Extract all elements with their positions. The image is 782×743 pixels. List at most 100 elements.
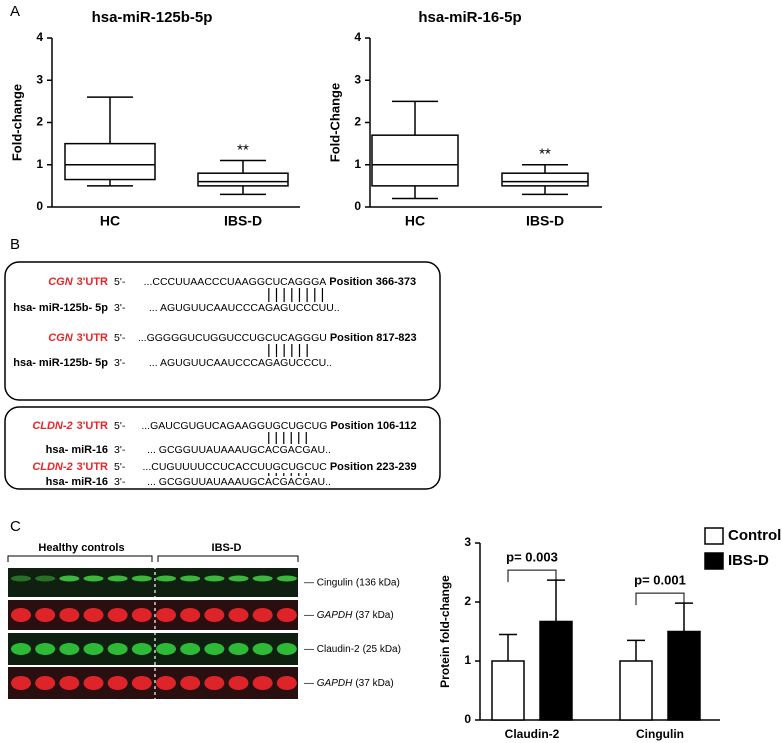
box <box>371 134 459 187</box>
prime-label: 5'- <box>114 461 126 473</box>
utr-label: 3'UTR <box>77 461 108 473</box>
dash: — <box>304 644 317 655</box>
box <box>501 172 589 187</box>
prime-label: 3'- <box>114 302 126 314</box>
target-label: CGN 3'UTR <box>48 276 108 288</box>
y-tick-label: 3 <box>354 72 361 86</box>
band-size: (37 kDa) <box>355 678 393 689</box>
y-tick-label: 0 <box>354 199 361 213</box>
protein-name: Claudin-2 <box>317 644 360 655</box>
y-tick-label: 3 <box>464 535 471 549</box>
blot-band <box>156 643 176 655</box>
band-size: (37 kDa) <box>355 610 393 621</box>
blot-band <box>276 643 297 655</box>
utr-label: 3'UTR <box>77 332 108 344</box>
blot-band <box>59 643 80 655</box>
target-site: CUCAGGGA <box>265 276 326 288</box>
panel-label: A <box>10 3 20 20</box>
blot-strip <box>8 600 298 630</box>
legend-label: Control <box>728 527 781 544</box>
mirna-sequence: ... GCGGUUAUAAAUGC <box>147 444 265 456</box>
band-size: (136 kDa) <box>356 577 400 588</box>
y-tick-label: 1 <box>36 157 43 171</box>
gene-name: CGN <box>48 332 74 344</box>
p-value: p= 0.003 <box>506 550 558 565</box>
target-site: UGCUGCUC <box>265 461 327 473</box>
x-tick-label: Cingulin <box>636 727 684 741</box>
blot-band <box>59 676 80 690</box>
blot-band <box>35 608 56 622</box>
prime-label: 3'- <box>114 476 126 488</box>
blot-band <box>11 608 31 622</box>
prime-label: 5'- <box>114 420 126 432</box>
blot-band <box>11 676 31 690</box>
blot-band <box>156 676 176 690</box>
blot-strip <box>8 633 298 665</box>
blot-band <box>35 575 56 582</box>
x-tick-label: IBS-D <box>224 213 262 229</box>
y-tick-label: 1 <box>464 653 471 667</box>
mirna-sequence: ... AGUGUUCAAUCCCA <box>149 302 265 314</box>
group-label: Healthy controls <box>38 542 124 554</box>
bar <box>667 630 701 721</box>
blot-band <box>131 676 152 690</box>
blot-band <box>11 643 31 655</box>
blot-band <box>228 575 249 582</box>
blot-band <box>228 643 249 655</box>
blot-band <box>156 575 176 582</box>
mirna-name: hsa- miR-125b- 5p <box>13 357 108 369</box>
target-sequence: ...CCCUUAACCCUAAGG <box>144 276 265 288</box>
protein-name: GAPDH <box>317 678 353 689</box>
blot-band <box>59 608 80 622</box>
x-tick-label: Claudin-2 <box>505 727 560 741</box>
position: Position 817-823 <box>330 332 417 344</box>
mirna-sequence: U.. <box>318 444 331 456</box>
target-sequence: ...CUGUUUUCCUCACCU <box>143 461 266 473</box>
band-label: — GAPDH (37 kDa) <box>304 610 394 621</box>
blot-band <box>83 575 104 582</box>
group-label: IBS-D <box>212 542 242 554</box>
x-tick-label: IBS-D <box>526 213 564 229</box>
p-value: p= 0.001 <box>634 573 686 588</box>
y-tick-label: 2 <box>354 115 361 129</box>
prime-label: 5'- <box>114 276 126 288</box>
y-tick-label: 2 <box>36 115 43 129</box>
blot-band <box>59 575 80 582</box>
blot-strip <box>8 568 298 597</box>
blot-band <box>35 676 56 690</box>
band-size: (25 kDa) <box>363 644 401 655</box>
blot-band <box>276 575 297 582</box>
legend-swatch <box>704 527 724 545</box>
dash: — <box>304 577 317 588</box>
gene-name: CLDN-2 <box>32 461 72 473</box>
legend-label: IBS-D <box>728 552 769 569</box>
dash: — <box>304 610 317 621</box>
y-tick-label: 4 <box>354 30 361 44</box>
blot-band <box>276 676 297 690</box>
blot-band <box>131 608 152 622</box>
alignment-box <box>4 406 441 490</box>
band-label: — Claudin-2 (25 kDa) <box>304 644 401 655</box>
blot-band <box>252 643 273 655</box>
y-tick-label: 2 <box>464 594 471 608</box>
prime-label: 3'- <box>114 357 126 369</box>
significance: ** <box>539 146 551 163</box>
significance-bracket <box>635 592 685 606</box>
target-sequence: ...GGGGGUCUGGUCCUG <box>138 332 265 344</box>
box <box>64 142 156 181</box>
chart-title: hsa-miR-16-5p <box>418 9 521 26</box>
mirna-site: GAGUCCCU <box>265 302 326 314</box>
blot-band <box>83 676 104 690</box>
target-label: CGN 3'UTR <box>48 332 108 344</box>
y-tick-label: 1 <box>354 157 361 171</box>
prime-label: 3'- <box>114 444 126 456</box>
panel-label: B <box>10 236 20 253</box>
group-bracket <box>7 555 153 562</box>
position: Position 366-373 <box>329 276 416 288</box>
bar <box>539 620 573 721</box>
blot-band <box>131 643 152 655</box>
significance-bracket <box>507 569 557 583</box>
blot-strip <box>8 667 298 699</box>
blot-band <box>252 676 273 690</box>
